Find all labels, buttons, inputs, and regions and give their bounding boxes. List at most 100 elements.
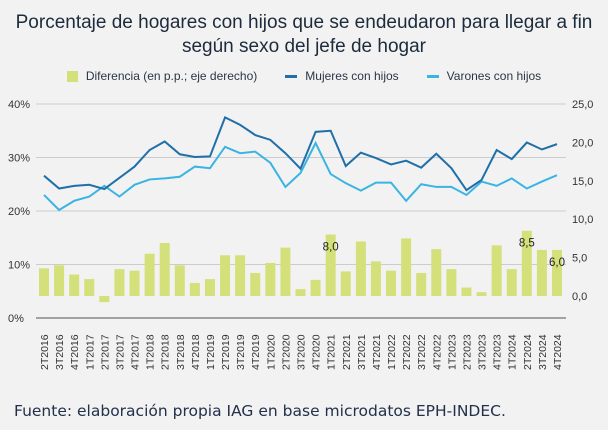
x-axis-tick-label: 2T2017 xyxy=(99,334,111,370)
x-axis-tick-label: 2T2022 xyxy=(401,334,413,370)
bar-diferencia xyxy=(99,296,110,303)
x-axis-tick-label: 1T2022 xyxy=(386,334,398,370)
x-axis-tick-label: 4T2021 xyxy=(371,334,383,370)
left-axis-tick-label: 0% xyxy=(8,313,24,325)
bar-diferencia xyxy=(431,249,442,296)
x-axis-tick-label: 1T2021 xyxy=(326,334,338,370)
right-axis-tick-label: 20,0 xyxy=(572,137,593,149)
x-axis-tick-label: 3T2022 xyxy=(416,334,428,370)
bar-diferencia xyxy=(325,234,336,296)
bar-diferencia xyxy=(461,287,472,296)
bar-diferencia xyxy=(129,270,140,296)
legend: Diferencia (en p.p.; eje derecho) Mujere… xyxy=(0,69,608,83)
line-varones xyxy=(43,140,558,212)
x-axis-tick-label: 1T2017 xyxy=(84,334,96,370)
x-axis-tick-label: 2T2018 xyxy=(160,334,172,370)
bar-diferencia xyxy=(280,247,291,296)
x-axis-tick-label: 2T2023 xyxy=(461,334,473,370)
source-footer: Fuente: elaboración propia IAG en base m… xyxy=(14,402,506,420)
x-axis-tick-label: 1T2020 xyxy=(265,334,277,370)
axes: 0% 10% 20% 30% 40% 0,0 5,0 10,0 15,0 20,0 25,0 2T20… xyxy=(8,99,593,370)
left-axis-tick-label: 10% xyxy=(8,260,30,272)
bar-diferencia xyxy=(54,265,65,296)
line-mujeres xyxy=(43,115,558,192)
bars-diferencia xyxy=(39,230,562,303)
bar-diferencia xyxy=(476,292,487,296)
x-axis-tick-label: 1T2019 xyxy=(205,334,217,370)
legend-item-varones: Varones con hijos xyxy=(426,69,542,83)
x-axis-tick-label: 2T2020 xyxy=(280,334,292,370)
chart-title-line-1: Porcentaje de hogares con hijos que se e… xyxy=(15,12,593,33)
x-axis-tick-label: 3T2016 xyxy=(54,334,66,370)
x-axis-tick-label: 2T2024 xyxy=(522,334,534,370)
bar-diferencia xyxy=(401,238,412,296)
bar-diferencia xyxy=(386,270,397,296)
right-axis-tick-label: 25,0 xyxy=(572,99,593,111)
bar-diferencia xyxy=(250,272,261,296)
x-axis-tick-label: 2T2021 xyxy=(341,334,353,370)
x-axis-tick-label: 4T2020 xyxy=(311,334,323,370)
bar-diferencia xyxy=(370,261,381,296)
x-axis-tick-label: 2T2016 xyxy=(39,334,51,370)
x-axis-tick-label: 4T2022 xyxy=(431,334,443,370)
bar-diferencia xyxy=(114,269,125,296)
x-axis-tick-label: 3T2017 xyxy=(114,334,126,370)
bar-data-label: 6,0 xyxy=(549,257,565,269)
left-axis-tick-label: 20% xyxy=(8,206,30,218)
legend-swatch-diferencia xyxy=(66,70,78,82)
legend-item-diferencia: Diferencia (en p.p.; eje derecho) xyxy=(66,69,258,83)
gridlines xyxy=(36,103,566,265)
right-axis-tick-label: 0,0 xyxy=(572,291,587,303)
x-axis-tick-label: 4T2016 xyxy=(69,334,81,370)
x-axis-tick-label: 3T2021 xyxy=(356,334,368,370)
x-axis-tick-label: 3T2023 xyxy=(477,334,489,370)
bar-data-label: 8,0 xyxy=(323,242,339,254)
bar-data-label: 8,5 xyxy=(519,238,535,250)
bar-diferencia xyxy=(491,245,502,296)
bar-diferencia xyxy=(355,241,366,296)
bar-diferencia xyxy=(552,249,562,296)
bar-diferencia xyxy=(521,230,532,296)
bar-diferencia xyxy=(295,289,306,296)
right-axis-tick-label: 10,0 xyxy=(572,214,593,226)
right-axis-tick-label: 5,0 xyxy=(572,253,587,265)
x-axis-tick-label: 3T2024 xyxy=(537,334,549,370)
x-axis-tick-label: 1T2023 xyxy=(446,334,458,370)
bar-diferencia xyxy=(340,271,351,296)
x-axis-tick-label: 4T2023 xyxy=(492,334,504,370)
x-axis-tick-label: 1T2024 xyxy=(507,334,519,370)
x-axis-tick-label: 3T2020 xyxy=(296,334,308,370)
legend-label-varones: Varones con hijos xyxy=(446,69,542,83)
legend-label-mujeres: Mujeres con hijos xyxy=(305,69,399,83)
bar-diferencia xyxy=(506,269,517,296)
bar-diferencia xyxy=(265,262,276,296)
bar-diferencia xyxy=(235,255,246,296)
legend-swatch-varones xyxy=(426,74,439,78)
x-axis-tick-label: 4T2017 xyxy=(130,334,142,370)
right-axis-tick-label: 15,0 xyxy=(572,176,593,188)
x-axis-tick-label: 4T2018 xyxy=(190,334,202,370)
bar-diferencia xyxy=(310,279,321,296)
bar-diferencia xyxy=(536,249,547,296)
bar-diferencia xyxy=(220,255,231,296)
bar-diferencia xyxy=(159,243,170,296)
legend-item-mujeres: Mujeres con hijos xyxy=(285,69,399,83)
bar-diferencia xyxy=(446,269,457,296)
left-axis-tick-label: 30% xyxy=(8,153,30,165)
lines xyxy=(43,115,558,212)
x-axis-tick-label: 4T2019 xyxy=(250,334,262,370)
legend-label-diferencia: Diferencia (en p.p.; eje derecho) xyxy=(85,69,258,83)
chart-title-line-2: según sexo del jefe de hogar xyxy=(181,36,426,57)
x-axis-tick-label: 3T2018 xyxy=(175,334,187,370)
legend-swatch-mujeres xyxy=(285,74,298,78)
bar-diferencia xyxy=(189,282,200,296)
data-labels: 8,0 8,5 6,0 xyxy=(323,238,565,269)
bar-diferencia xyxy=(144,253,155,296)
x-axis-tick-label: 4T2024 xyxy=(552,334,564,370)
x-axis-tick-label: 1T2018 xyxy=(145,334,157,370)
bar-diferencia xyxy=(39,268,49,296)
bar-diferencia xyxy=(416,272,427,296)
left-axis-tick-label: 40% xyxy=(8,99,30,111)
x-axis-tick-label: 3T2019 xyxy=(235,334,247,370)
